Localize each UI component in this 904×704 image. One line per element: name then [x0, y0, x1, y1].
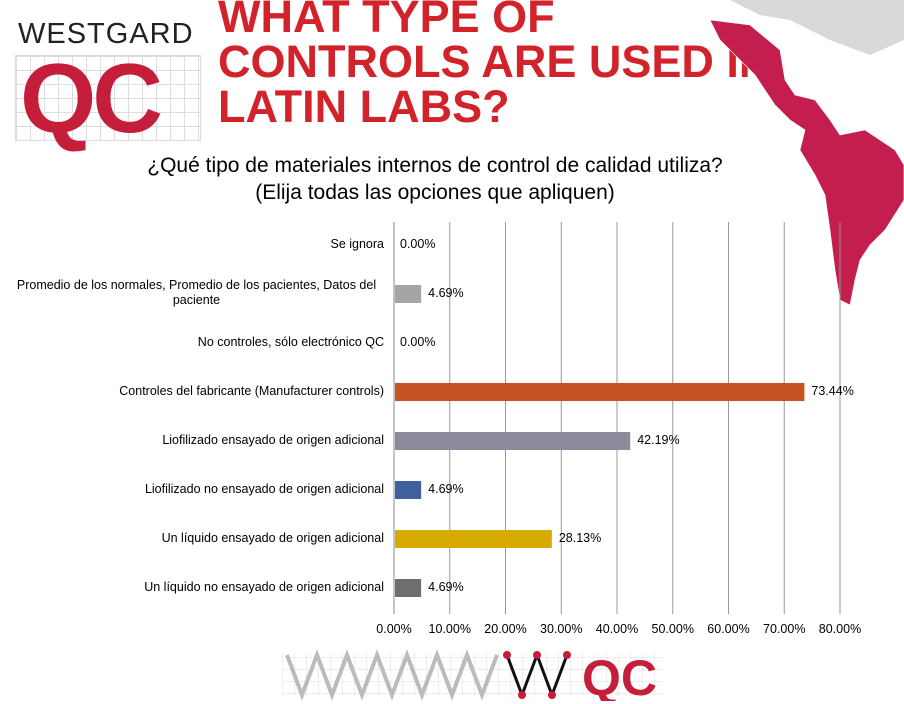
- x-tick-label: 20.00%: [484, 622, 527, 636]
- data-label: 0.00%: [400, 237, 436, 251]
- bottom-wqc-logo: QC: [282, 649, 662, 701]
- bar: [395, 481, 422, 499]
- category-label: Liofilizado no ensayado de origen adicio…: [144, 481, 384, 496]
- x-tick-label: 50.00%: [651, 622, 694, 636]
- subtitle-line: ¿Qué tipo de materiales internos de cont…: [147, 154, 723, 177]
- category-label: No controles, sólo electrónico QC: [197, 334, 384, 349]
- x-tick-label: 40.00%: [595, 622, 639, 636]
- x-tick-label: 10.00%: [428, 622, 471, 636]
- x-tick-label: 80.00%: [818, 622, 862, 636]
- category-label: Liofilizado ensayado de origen adicional: [162, 432, 384, 447]
- logo-wordmark: WESTGARD: [18, 18, 194, 50]
- subtitle-line: (Elija todas las opciones que apliquen): [255, 181, 615, 204]
- data-label: 4.69%: [428, 482, 464, 496]
- bar: [395, 285, 422, 303]
- bar: [395, 432, 631, 450]
- category-label: Un líquido ensayado de origen adicional: [161, 530, 384, 545]
- x-tick-label: 60.00%: [707, 622, 750, 636]
- bar: [395, 579, 422, 597]
- logo-qc: QC: [15, 43, 201, 153]
- chart-subtitle: ¿Qué tipo de materiales internos de cont…: [60, 152, 810, 206]
- data-label: 0.00%: [400, 335, 436, 349]
- data-label: 28.13%: [558, 531, 602, 545]
- bottom-logo-text: QC: [582, 650, 657, 701]
- page-title: WHAT TYPE OF CONTROLS ARE USED IN LATIN …: [218, 0, 772, 132]
- data-label: 4.69%: [428, 580, 464, 594]
- x-tick-label: 0.00%: [376, 622, 412, 636]
- bar: [395, 383, 805, 401]
- category-label: Un líquido no ensayado de origen adicion…: [144, 579, 384, 594]
- latin-america-map-icon: [690, 0, 904, 306]
- bar: [395, 530, 552, 548]
- x-tick-label: 30.00%: [540, 622, 583, 636]
- category-label: Se ignora: [330, 236, 384, 251]
- x-tick-label: 70.00%: [763, 622, 806, 636]
- logo-qc-text: QC: [20, 43, 163, 153]
- category-label: Controles del fabricante (Manufacturer c…: [119, 383, 384, 398]
- data-label: 42.19%: [637, 433, 680, 447]
- data-label: 73.44%: [811, 384, 854, 398]
- category-label: Promedio de los normales, Promedio de lo…: [16, 278, 377, 307]
- data-label: 4.69%: [428, 286, 464, 300]
